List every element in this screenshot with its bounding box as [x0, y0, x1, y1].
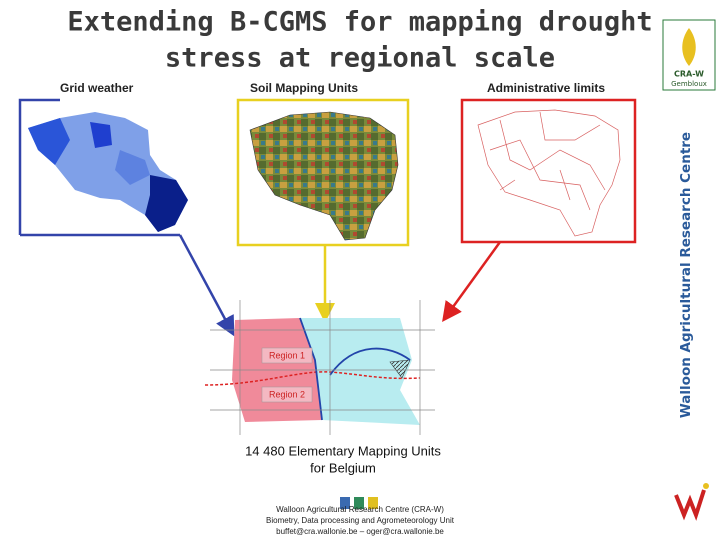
caption: 14 480 Elementary Mapping Units — [245, 443, 441, 458]
region-diagram — [204, 300, 435, 435]
soil-map — [249, 111, 399, 241]
frame — [236, 98, 410, 247]
region-label: Region 2 — [269, 389, 305, 399]
vertical-text: Walloon Agricultural Research Centre — [678, 132, 694, 418]
bottom-logo — [674, 489, 706, 521]
admin-map — [477, 109, 621, 237]
footer-logo — [354, 497, 364, 509]
panel-label: Soil Mapping Units — [250, 81, 358, 95]
frame — [460, 98, 637, 244]
title-line: stress at regional scale — [165, 43, 555, 74]
footer-line: Biometry, Data processing and Agrometeor… — [266, 516, 455, 525]
panel-label: Grid weather — [60, 81, 134, 95]
footer-logo — [368, 497, 378, 509]
frame — [18, 98, 60, 235]
logo-wheat — [682, 28, 696, 66]
footer-line: buffet@cra.wallonie.be – oger@cra.wallon… — [276, 527, 444, 536]
region-label: Region 1 — [269, 350, 305, 360]
title-line: Extending B-CGMS for mapping drought — [67, 7, 652, 38]
logo-text: CRA-W — [674, 70, 704, 79]
caption: for Belgium — [310, 460, 376, 475]
arrow — [178, 234, 235, 337]
footer-logo — [340, 497, 350, 509]
bottom-logo — [703, 483, 709, 489]
grid-weather-map — [28, 112, 188, 232]
footer-line: Walloon Agricultural Research Centre (CR… — [276, 505, 444, 514]
arrow — [442, 241, 502, 323]
logo-text: Gembloux — [671, 80, 707, 88]
panel-label: Administrative limits — [487, 81, 605, 95]
